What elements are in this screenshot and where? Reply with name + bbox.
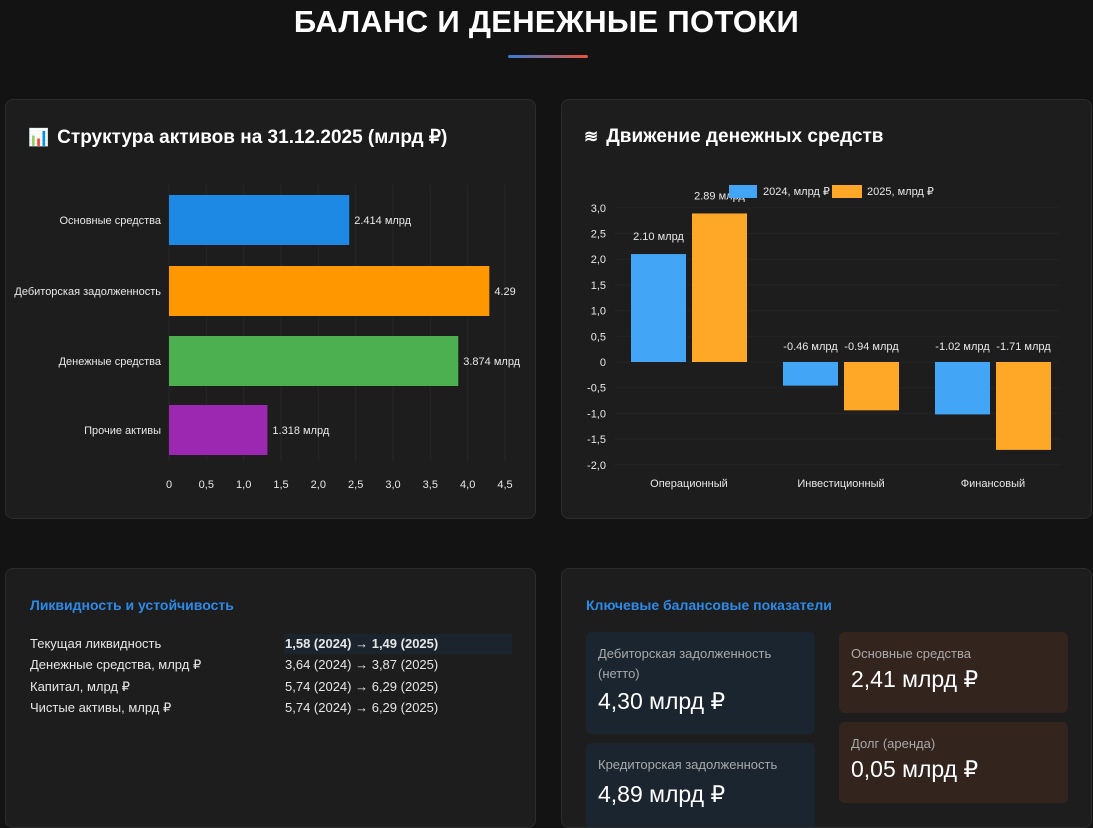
card-title: Структура активов на 31.12.2025 (млрд ₽) (57, 127, 448, 148)
x-tick-label: 1,0 (236, 479, 251, 491)
y-tick-label: -0,5 (587, 383, 606, 395)
data-label: 1.318 млрд (272, 425, 329, 437)
y-tick-label: -1,0 (587, 408, 606, 420)
kpi-tile: Основные средства 2,41 млрд ₽ (839, 632, 1068, 713)
waves-icon: ≋ (584, 127, 599, 146)
bar-chart-icon: 📊 (28, 127, 50, 147)
kpi-label: Основные средства (851, 646, 971, 661)
legend-swatch (729, 185, 757, 198)
kpi-value: 4,89 млрд ₽ (598, 781, 726, 807)
data-label: -1.71 млрд (996, 341, 1051, 353)
y-tick-label: 3,0 (591, 203, 606, 215)
metric-row: Денежные средства, млрд ₽ 3,64 (2024) → 3… (30, 655, 512, 677)
kpi-label: Долг (аренда) (851, 736, 936, 751)
y-tick-label: -2,0 (587, 460, 606, 472)
legend-swatch (832, 185, 862, 198)
bar (631, 254, 686, 362)
metric-label: Чистые активы, млрд ₽ (30, 700, 172, 716)
category-label: Прочие активы (84, 425, 161, 437)
data-label: -0.46 млрд (783, 341, 838, 353)
x-tick-label: 2,5 (348, 479, 363, 491)
metric-row: Капитал, млрд ₽ 5,74 (2024) → 6,29 (2025) (30, 676, 512, 698)
bar (169, 266, 490, 316)
metric-label: Капитал, млрд ₽ (30, 678, 130, 694)
bar (783, 362, 838, 386)
x-tick-label: 3,0 (385, 479, 400, 491)
x-tick-label: 4,0 (460, 479, 475, 491)
kpi-label: Дебиторская задолженность (нетто) (598, 646, 772, 681)
bar (169, 336, 459, 386)
kpi-value: 0,05 млрд ₽ (851, 756, 979, 782)
key-indicators-card: Ключевые балансовые показатели Дебиторск… (561, 568, 1092, 828)
y-tick-label: 0,5 (591, 331, 606, 343)
y-tick-label: 1,5 (591, 280, 606, 292)
liquidity-card: Ликвидность и устойчивость Текущая ликви… (5, 568, 536, 828)
title-underline (508, 55, 588, 58)
metric-value: 1,58 (2024) → 1,49 (2025) (284, 633, 512, 654)
section-title: Ликвидность и устойчивость (30, 597, 234, 613)
data-label: -1.02 млрд (935, 341, 990, 353)
metric-label: Текущая ликвидность (30, 636, 162, 652)
metric-label: Денежные средства, млрд ₽ (30, 657, 202, 673)
x-tick-label: 0,5 (199, 479, 214, 491)
metric-row: Чистые активы, млрд ₽ 5,74 (2024) → 6,29 … (30, 698, 512, 720)
category-label: Денежные средства (59, 356, 162, 368)
y-tick-label: 1,0 (591, 306, 606, 318)
y-tick-label: 2,5 (591, 229, 606, 241)
category-label: Дебиторская задолженность (14, 286, 161, 298)
data-label: 2.414 млрд (354, 215, 411, 227)
kpi-label: Кредиторская задолженность (598, 757, 778, 772)
kpi-tile: Кредиторская задолженность 4,89 млрд ₽ (586, 743, 815, 827)
page-title: БАЛАНС И ДЕНЕЖНЫЕ ПОТОКИ (293, 4, 800, 39)
assets-bar-chart: 0 0,5 1,0 1,5 2,0 2,5 3,0 3,5 4,0 4,5 Основные сре… (14, 185, 521, 491)
x-tick-label: 4,5 (497, 479, 512, 491)
x-tick-label: 0 (166, 479, 172, 491)
kpi-tile: Дебиторская задолженность (нетто) 4,30 мл… (586, 632, 815, 734)
category-label: Основные средства (59, 215, 161, 227)
y-tick-label: 2,0 (591, 254, 606, 266)
cashflow-bar-chart: 3,0 2,5 2,0 1,5 1,0 0,5 0 -0,5 -1,0 -1,5 -2,0 Опера… (587, 185, 1059, 490)
kpi-value: 4,30 млрд ₽ (598, 688, 726, 714)
metric-value: 3,64 (2024) → 3,87 (2025) (285, 657, 439, 673)
kpi-value: 2,41 млрд ₽ (851, 666, 979, 692)
category-label: Финансовый (961, 478, 1025, 490)
metric-row: Текущая ликвидность 1,58 (2024) → 1,49 (2… (30, 633, 512, 655)
cashflow-card: ≋ Движение денежных средств 3,0 2,5 2,0 1,5 1… (561, 99, 1092, 519)
y-tick-label: -1,5 (587, 434, 606, 446)
bar (169, 405, 268, 455)
data-label: 2.10 млрд (633, 231, 684, 243)
data-label: 4.29 (494, 286, 515, 298)
data-label: -0.94 млрд (844, 341, 899, 353)
category-label: Инвестиционный (797, 478, 884, 490)
y-tick-label: 0 (600, 357, 606, 369)
metric-value: 5,74 (2024) → 6,29 (2025) (285, 678, 439, 694)
section-title: Ключевые балансовые показатели (586, 597, 832, 613)
bar (169, 195, 350, 245)
legend-label: 2024, млрд ₽ (763, 186, 830, 198)
bar (844, 362, 899, 411)
metric-value: 5,74 (2024) → 6,29 (2025) (285, 700, 439, 716)
x-tick-label: 3,5 (423, 479, 438, 491)
legend-label: 2025, млрд ₽ (867, 186, 934, 198)
x-tick-label: 2,0 (311, 479, 326, 491)
card-title: Движение денежных средств (606, 126, 884, 147)
category-label: Операционный (650, 478, 728, 490)
kpi-tile: Долг (аренда) 0,05 млрд ₽ (839, 722, 1068, 803)
bar (692, 213, 747, 362)
bar (996, 362, 1051, 450)
bar (935, 362, 990, 415)
assets-structure-card: 📊 Структура активов на 31.12.2025 (млрд ₽… (5, 99, 536, 519)
x-tick-label: 1,5 (273, 479, 288, 491)
data-label: 3.874 млрд (463, 356, 520, 368)
